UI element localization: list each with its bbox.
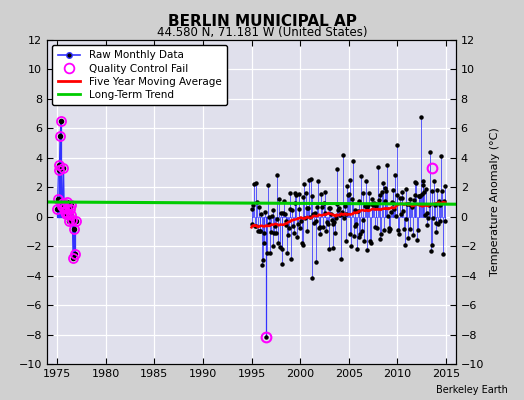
- Text: 44.580 N, 71.181 W (United States): 44.580 N, 71.181 W (United States): [157, 26, 367, 39]
- Text: Berkeley Earth: Berkeley Earth: [436, 385, 508, 395]
- Legend: Raw Monthly Data, Quality Control Fail, Five Year Moving Average, Long-Term Tren: Raw Monthly Data, Quality Control Fail, …: [52, 45, 227, 105]
- Y-axis label: Temperature Anomaly (°C): Temperature Anomaly (°C): [489, 128, 500, 276]
- Text: BERLIN MUNICIPAL AP: BERLIN MUNICIPAL AP: [168, 14, 356, 29]
